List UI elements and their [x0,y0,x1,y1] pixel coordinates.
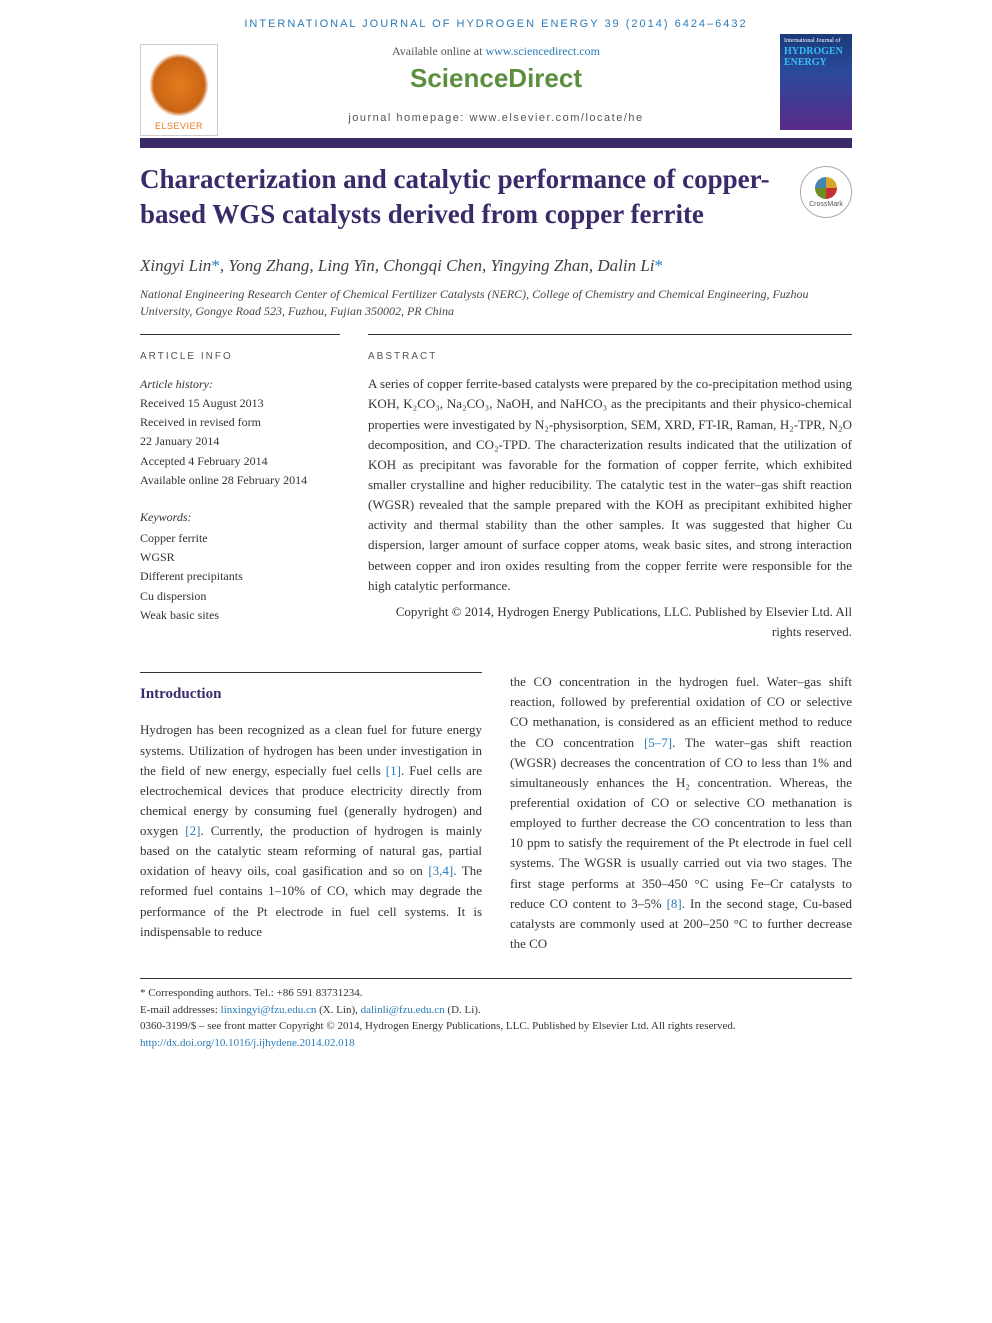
journal-cover-thumbnail[interactable]: International Journal of HYDROGEN ENERGY [780,34,852,130]
journal-homepage: journal homepage: www.elsevier.com/locat… [230,112,762,124]
affiliation: National Engineering Research Center of … [0,282,992,334]
title-divider-bar [140,138,852,148]
history-revised-date: 22 January 2014 [140,434,219,448]
column-left: Introduction Hydrogen has been recognize… [140,672,482,954]
cover-title-1: HYDROGEN [784,46,848,57]
cover-title-2: ENERGY [784,57,848,68]
body-text: Introduction Hydrogen has been recognize… [0,642,992,964]
authors-line: Xingyi Lin*, Yong Zhang, Ling Yin, Chong… [0,238,992,282]
history-online: Available online 28 February 2014 [140,473,307,487]
author-3: Ling Yin [318,256,375,275]
column-right: the CO concentration in the hydrogen fue… [510,672,852,954]
crossmark-icon [815,177,837,199]
available-prefix: Available online at [392,44,485,58]
keyword-4: Cu dispersion [140,589,206,603]
history-label: Article history: [140,377,213,391]
sciencedirect-brand: ScienceDirect [230,63,762,94]
article-title: Characterization and catalytic performan… [140,162,780,232]
abstract-heading: ABSTRACT [368,349,852,365]
keyword-5: Weak basic sites [140,608,219,622]
abstract-text: A series of copper ferrite-based catalys… [368,374,852,596]
author-2: Yong Zhang [228,256,309,275]
email-line: E-mail addresses: linxingyi@fzu.edu.cn (… [140,1002,852,1019]
keyword-2: WGSR [140,550,175,564]
corr-mark: * [655,256,664,275]
sciencedirect-link[interactable]: www.sciencedirect.com [485,44,600,58]
keywords-label: Keywords: [140,508,340,527]
abstract-copyright: Copyright © 2014, Hydrogen Energy Public… [368,602,852,642]
running-head: INTERNATIONAL JOURNAL OF HYDROGEN ENERGY… [0,0,992,34]
email-link-1[interactable]: linxingyi@fzu.edu.cn [221,1004,317,1016]
history-received: Received 15 August 2013 [140,396,264,410]
available-online: Available online at www.sciencedirect.co… [230,44,762,59]
author-6: Dalin Li [597,256,654,275]
author-4: Chongqi Chen [383,256,482,275]
article-info-box: ARTICLE INFO Article history: Received 1… [140,334,340,642]
email-link-2[interactable]: dalinli@fzu.edu.cn [361,1004,445,1016]
section-heading-introduction: Introduction [140,672,482,706]
elsevier-logo[interactable]: ELSEVIER [140,44,218,136]
email-name-2: (D. Li). [445,1004,481,1016]
author-1: Xingyi Lin [140,256,211,275]
article-info-heading: ARTICLE INFO [140,349,340,365]
crossmark-label: CrossMark [809,201,843,208]
crossmark-badge[interactable]: CrossMark [800,166,852,218]
keyword-3: Different precipitants [140,569,243,583]
elsevier-tree-icon [149,53,209,117]
intro-paragraph-right: the CO concentration in the hydrogen fue… [510,672,852,954]
keyword-1: Copper ferrite [140,531,208,545]
corr-mark: * [211,256,220,275]
corresponding-note: * Corresponding authors. Tel.: +86 591 8… [140,985,852,1002]
sep: , [375,256,384,275]
issn-line: 0360-3199/$ – see front matter Copyright… [140,1018,852,1035]
abstract-box: ABSTRACT A series of copper ferrite-base… [368,334,852,642]
sep: , [309,256,318,275]
intro-paragraph-left: Hydrogen has been recognized as a clean … [140,720,482,942]
footer-notes: * Corresponding authors. Tel.: +86 591 8… [140,978,852,1051]
elsevier-label: ELSEVIER [155,121,203,131]
author-5: Yingying Zhan [490,256,588,275]
history-accepted: Accepted 4 February 2014 [140,454,268,468]
cover-subtitle: International Journal of [784,38,848,44]
masthead: ELSEVIER Available online at www.science… [0,34,992,132]
doi-link[interactable]: http://dx.doi.org/10.1016/j.ijhydene.201… [140,1037,355,1049]
email-name-1: (X. Lin), [316,1004,360,1016]
history-revised-label: Received in revised form [140,415,261,429]
email-label: E-mail addresses: [140,1004,221,1016]
